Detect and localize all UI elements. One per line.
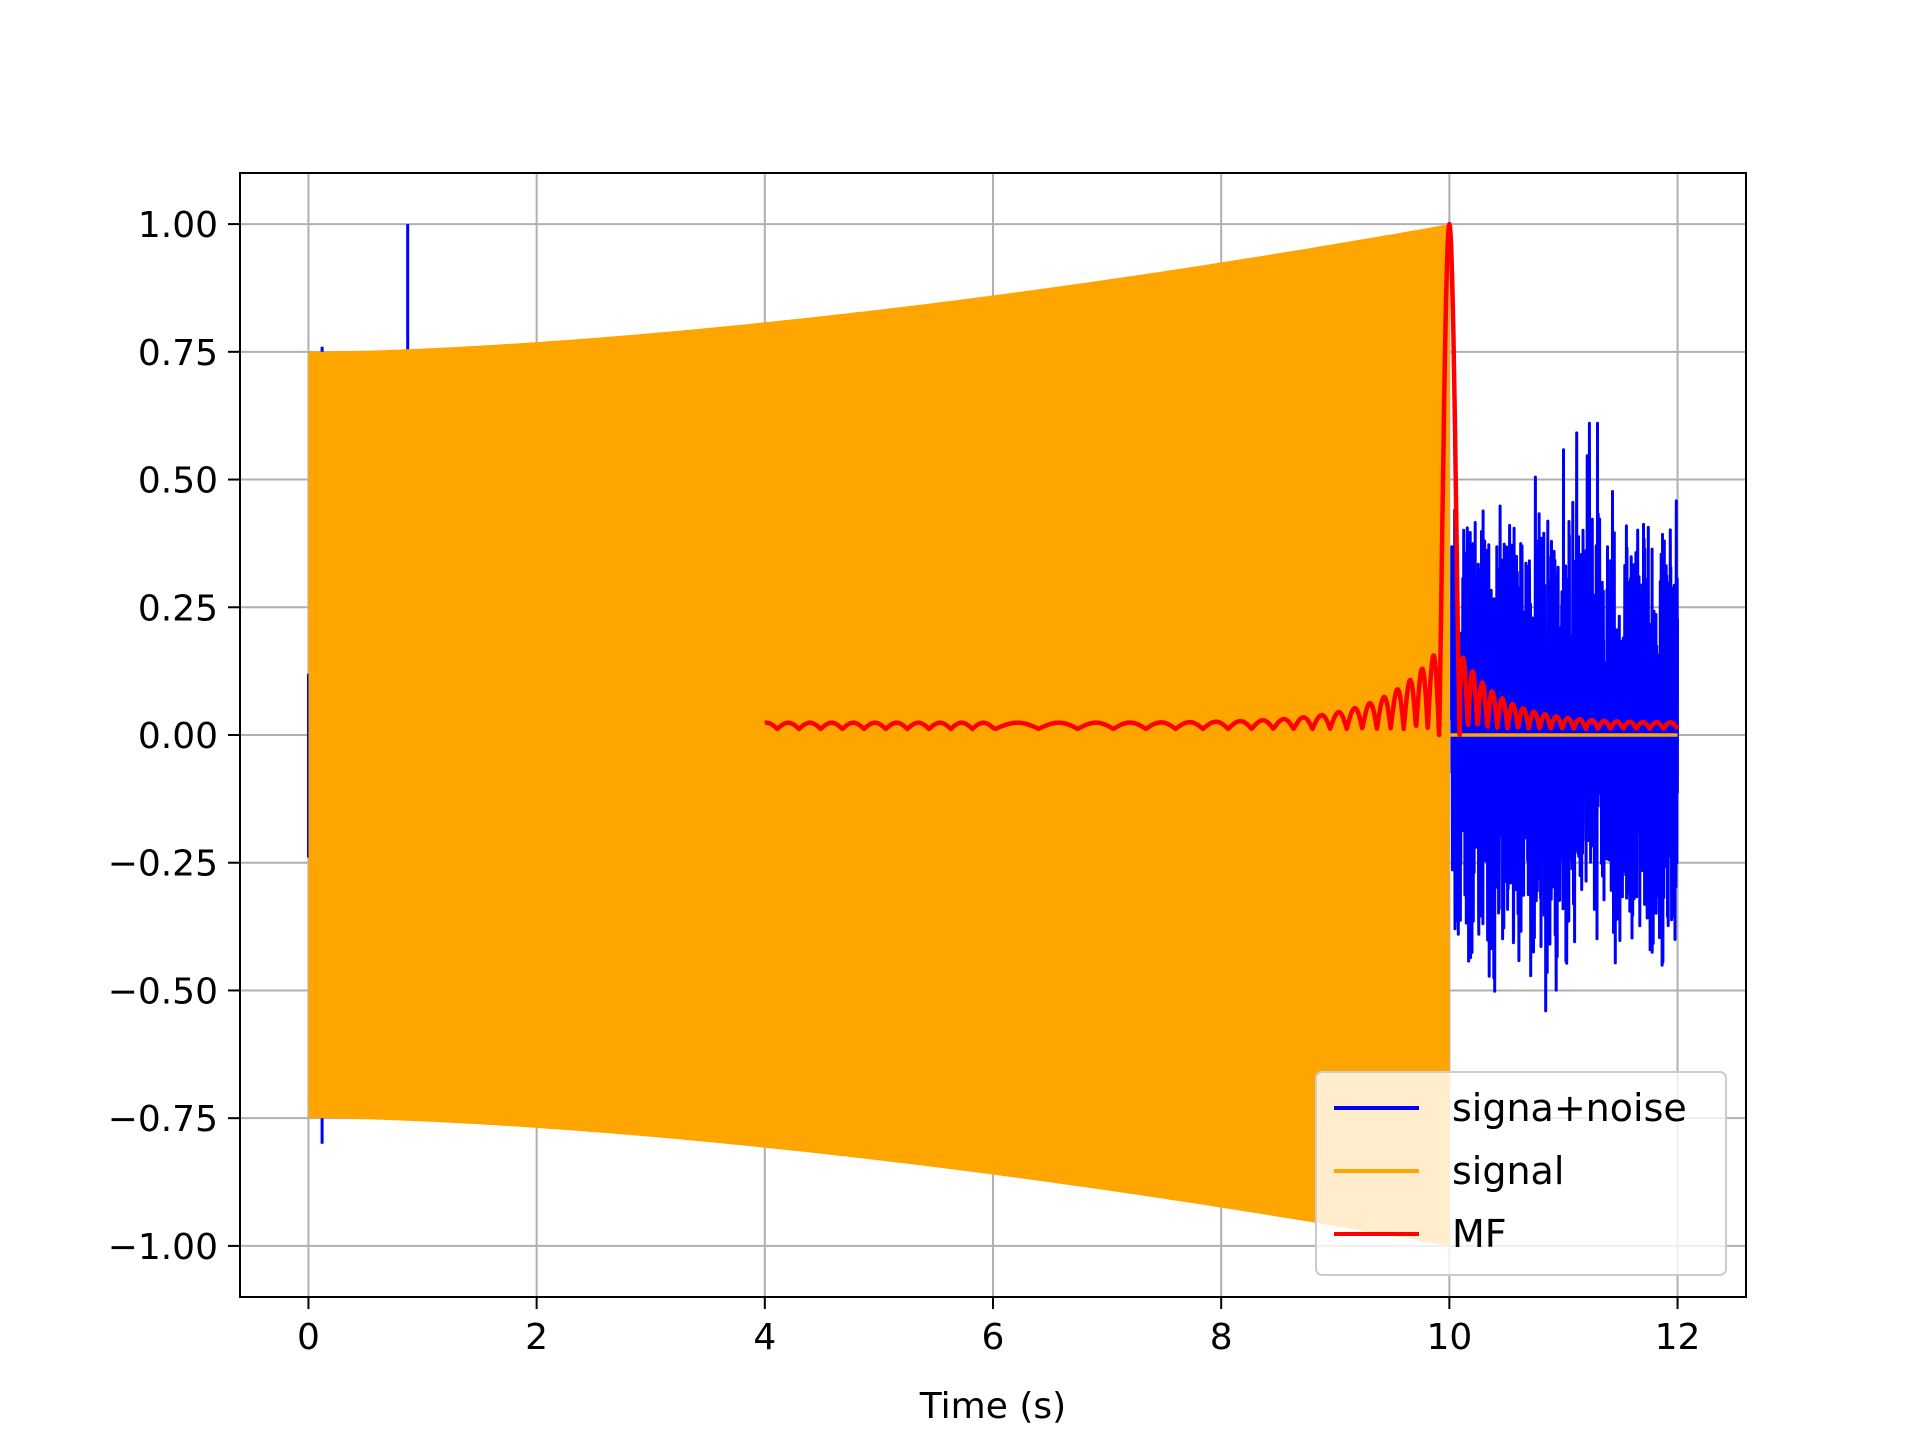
y-tick-label: −0.50 — [108, 971, 218, 1012]
legend-label-signa-noise: signa+noise — [1452, 1086, 1687, 1130]
legend-box — [1315, 1071, 1727, 1276]
legend: signa+noise signal MF — [1315, 1071, 1727, 1276]
y-tick-label: 0.00 — [138, 716, 218, 757]
x-tick-label: 2 — [525, 1317, 548, 1358]
y-tick-label: 0.75 — [138, 333, 218, 374]
x-tick-label: 4 — [753, 1317, 776, 1358]
y-tick-label: 0.50 — [138, 461, 218, 502]
series-signal-band — [308, 224, 1450, 1246]
x-tick-label: 0 — [297, 1317, 320, 1358]
legend-label-signal: signal — [1452, 1149, 1564, 1193]
x-tick-label: 12 — [1655, 1317, 1701, 1358]
x-tick-label: 10 — [1426, 1317, 1472, 1358]
series-layer — [307, 221, 1680, 1246]
y-axis: 1.00 0.75 0.50 0.25 0.00 −0.25 −0.50 −0.75 −1.00 — [108, 205, 240, 1268]
y-tick-label: 1.00 — [138, 205, 218, 246]
x-axis: 0 2 4 6 8 10 12 — [297, 1297, 1700, 1358]
series-mf — [763, 221, 1680, 738]
x-tick-label: 6 — [982, 1317, 1005, 1358]
y-tick-label: 0.25 — [138, 588, 218, 629]
x-tick-label: 8 — [1210, 1317, 1233, 1358]
y-tick-label: −0.25 — [108, 844, 218, 885]
legend-label-mf: MF — [1452, 1212, 1507, 1256]
y-tick-label: −0.75 — [108, 1099, 218, 1140]
x-axis-label: Time (s) — [919, 1386, 1066, 1427]
y-tick-label: −1.00 — [108, 1227, 218, 1268]
